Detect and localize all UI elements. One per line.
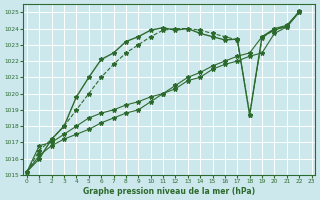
X-axis label: Graphe pression niveau de la mer (hPa): Graphe pression niveau de la mer (hPa) bbox=[83, 187, 255, 196]
